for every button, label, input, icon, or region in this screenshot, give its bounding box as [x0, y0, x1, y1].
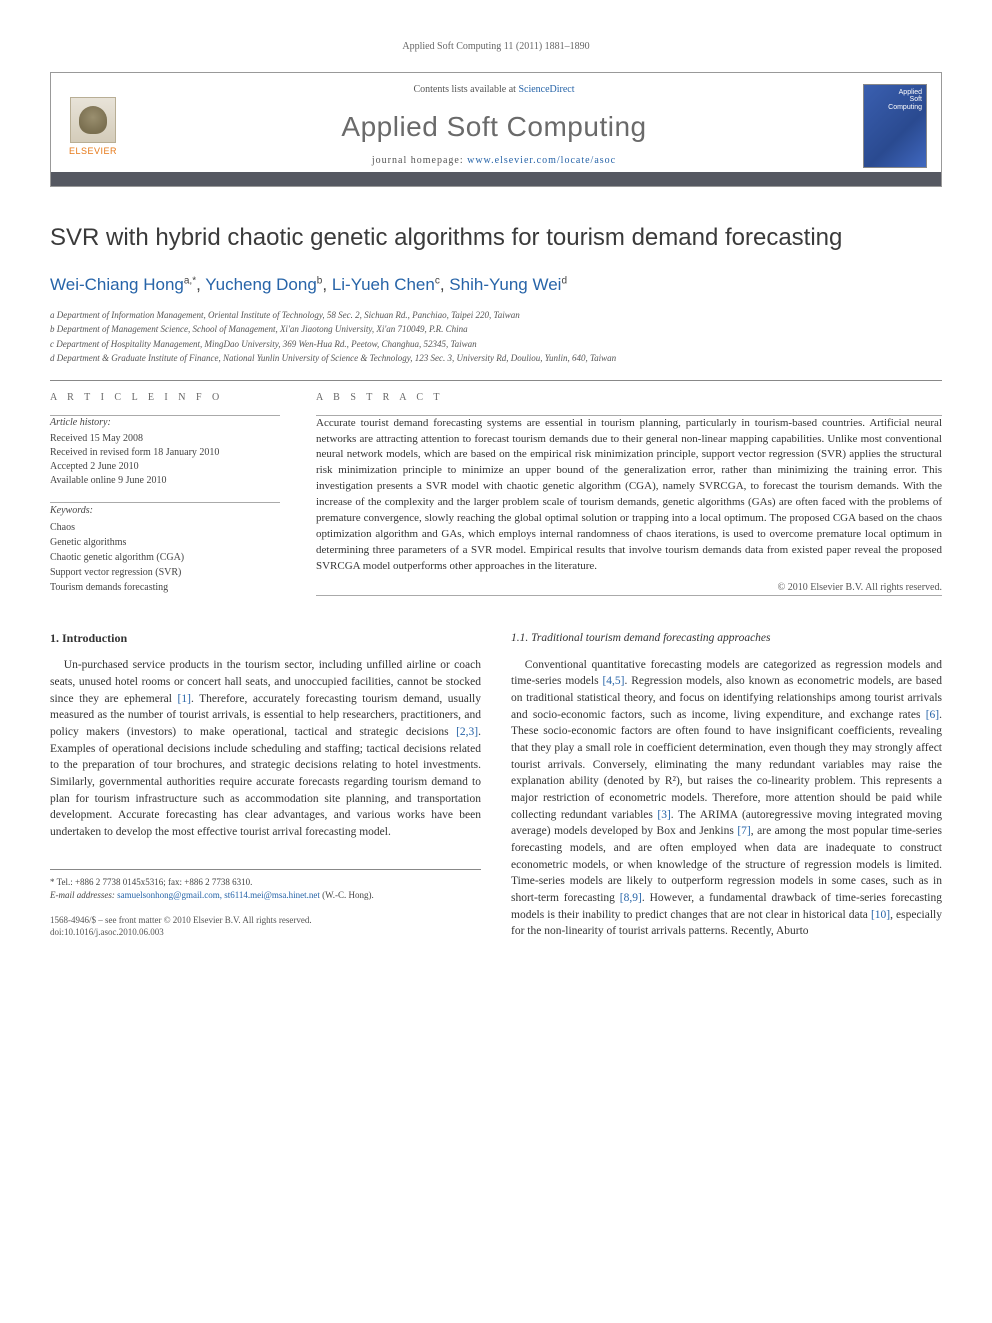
author-link[interactable]: Li-Yueh Chen — [332, 275, 435, 294]
publisher-name: ELSEVIER — [69, 145, 117, 158]
authors-line: Wei-Chiang Honga,*, Yucheng Dongb, Li-Yu… — [50, 273, 942, 297]
affiliations: a Department of Information Management, … — [50, 309, 942, 366]
contents-line: Contents lists available at ScienceDirec… — [139, 83, 849, 97]
keywords-block: Keywords: Chaos Genetic algorithms Chaot… — [50, 503, 280, 595]
section-heading: 1. Introduction — [50, 630, 481, 647]
journal-cover-label: AppliedSoftComputing — [888, 89, 922, 112]
author-link[interactable]: Wei-Chiang Hong — [50, 275, 184, 294]
abstract-column: A B S T R A C T Accurate tourist demand … — [316, 391, 942, 596]
subsection-heading: 1.1. Traditional tourism demand forecast… — [511, 630, 942, 647]
divider — [316, 595, 942, 596]
journal-homepage-link[interactable]: www.elsevier.com/locate/asoc — [467, 155, 616, 166]
keyword: Tourism demands forecasting — [50, 580, 280, 595]
citation-link[interactable]: [6] — [926, 709, 939, 721]
citation-link[interactable]: [8,9] — [620, 892, 642, 904]
author-link[interactable]: Shih-Yung Wei — [449, 275, 561, 294]
page: Applied Soft Computing 11 (2011) 1881–18… — [0, 0, 992, 980]
homepage-prefix: journal homepage: — [372, 155, 467, 166]
article-history: Article history: Received 15 May 2008 Re… — [50, 416, 280, 488]
abstract-copyright: © 2010 Elsevier B.V. All rights reserved… — [316, 581, 942, 595]
affiliation: a Department of Information Management, … — [50, 309, 942, 323]
corr-text: * Tel.: +886 2 7738 0145x5316; fax: +886… — [50, 877, 252, 887]
keywords-label: Keywords: — [50, 503, 280, 518]
keyword: Chaos — [50, 520, 280, 535]
keyword: Chaotic genetic algorithm (CGA) — [50, 550, 280, 565]
email-line: E-mail addresses: samuelsonhong@gmail.co… — [50, 889, 481, 902]
citation-link[interactable]: [7] — [737, 825, 750, 837]
info-abstract-row: A R T I C L E I N F O Article history: R… — [50, 391, 942, 596]
divider — [50, 380, 942, 381]
running-header: Applied Soft Computing 11 (2011) 1881–18… — [50, 40, 942, 54]
author-marks: a,* — [184, 275, 196, 286]
history-label: Article history: — [50, 416, 280, 430]
journal-cover-thumbnail: AppliedSoftComputing — [863, 84, 927, 168]
journal-masthead: ELSEVIER Contents lists available at Sci… — [50, 72, 942, 187]
footer-meta: 1568-4946/$ – see front matter © 2010 El… — [50, 914, 481, 939]
body-paragraph: Un-purchased service products in the tou… — [50, 657, 481, 840]
contents-prefix: Contents lists available at — [413, 84, 518, 95]
article-info-heading: A R T I C L E I N F O — [50, 391, 280, 405]
body-column-left: 1. Introduction Un-purchased service pro… — [50, 630, 481, 940]
citation-link[interactable]: [10] — [871, 909, 890, 921]
keyword: Genetic algorithms — [50, 535, 280, 550]
affiliation: b Department of Management Science, Scho… — [50, 323, 942, 337]
affiliation: c Department of Hospitality Management, … — [50, 338, 942, 352]
keyword: Support vector regression (SVR) — [50, 565, 280, 580]
author-marks: d — [561, 275, 567, 286]
masthead-bar — [51, 172, 941, 186]
citation-link[interactable]: [1] — [178, 693, 191, 705]
body-column-right: 1.1. Traditional tourism demand forecast… — [511, 630, 942, 940]
history-item: Accepted 2 June 2010 — [50, 460, 280, 474]
article-info: A R T I C L E I N F O Article history: R… — [50, 391, 280, 596]
publisher-logo: ELSEVIER — [65, 94, 121, 158]
author-marks: b — [317, 275, 323, 286]
journal-homepage: journal homepage: www.elsevier.com/locat… — [139, 154, 849, 168]
citation-link[interactable]: [4,5] — [602, 675, 624, 687]
abstract-heading: A B S T R A C T — [316, 391, 942, 405]
affiliation: d Department & Graduate Institute of Fin… — [50, 352, 942, 366]
masthead-top: ELSEVIER Contents lists available at Sci… — [51, 73, 941, 172]
body-columns: 1. Introduction Un-purchased service pro… — [50, 630, 942, 940]
issn-line: 1568-4946/$ – see front matter © 2010 El… — [50, 914, 481, 927]
citation-link[interactable]: [3] — [657, 809, 670, 821]
footnotes: * Tel.: +886 2 7738 0145x5316; fax: +886… — [50, 869, 481, 902]
history-item: Available online 9 June 2010 — [50, 474, 280, 488]
corresponding-author: * Tel.: +886 2 7738 0145x5316; fax: +886… — [50, 876, 481, 889]
masthead-center: Contents lists available at ScienceDirec… — [139, 83, 849, 168]
elsevier-tree-icon — [70, 97, 116, 143]
doi-line: doi:10.1016/j.asoc.2010.06.003 — [50, 926, 481, 939]
email-suffix: (W.-C. Hong). — [322, 890, 374, 900]
history-item: Received in revised form 18 January 2010 — [50, 446, 280, 460]
citation-link[interactable]: [2,3] — [456, 726, 478, 738]
body-paragraph: Conventional quantitative forecasting mo… — [511, 657, 942, 940]
sciencedirect-link[interactable]: ScienceDirect — [518, 84, 574, 95]
article-title: SVR with hybrid chaotic genetic algorith… — [50, 221, 942, 255]
author-marks: c — [435, 275, 440, 286]
email-link[interactable]: samuelsonhong@gmail.com, st6114.mei@msa.… — [117, 890, 320, 900]
history-item: Received 15 May 2008 — [50, 432, 280, 446]
abstract-text: Accurate tourist demand forecasting syst… — [316, 416, 942, 575]
author-link[interactable]: Yucheng Dong — [205, 275, 317, 294]
email-label: E-mail addresses: — [50, 890, 115, 900]
journal-title: Applied Soft Computing — [139, 107, 849, 146]
